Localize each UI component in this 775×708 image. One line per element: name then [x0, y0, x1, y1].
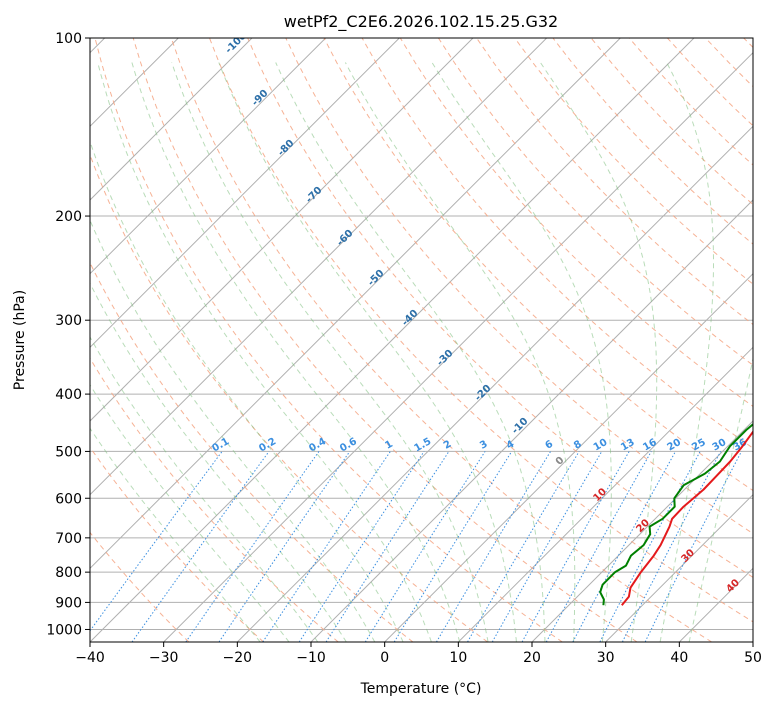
mixing-ratio-line — [545, 451, 652, 642]
dry-adiabat — [209, 38, 753, 623]
mixing-ratio-line — [572, 451, 676, 642]
moist-adiabat — [171, 62, 489, 642]
mixing-ratio-line — [393, 451, 513, 642]
moist-adiabat — [659, 62, 714, 642]
plot-frame — [89, 37, 754, 643]
moist-adiabat — [218, 62, 517, 642]
mixing-ratio-line — [521, 451, 630, 642]
sounding-series — [599, 422, 753, 606]
dry-adiabat — [90, 261, 414, 642]
dry-adiabat — [90, 531, 190, 642]
mixing-ratio-line — [131, 451, 270, 642]
x-axis-ticks: −40 −30 −20 −10 0 10 20 30 40 50 — [75, 642, 762, 666]
dry-adiabat — [285, 38, 753, 535]
y-tick-label: 700 — [55, 531, 82, 547]
isotherm-line — [605, 493, 753, 642]
isotherm-line — [90, 38, 327, 275]
mixing-ratio-label: 1 — [383, 439, 395, 452]
isotherm-line — [236, 125, 753, 642]
x-tick-label: −40 — [75, 650, 105, 666]
y-axis-label: Pressure (hPa) — [12, 290, 28, 390]
moist-adiabat — [90, 282, 347, 642]
dry-adiabat — [399, 38, 753, 408]
y-tick-label: 400 — [55, 387, 82, 403]
dry-adiabat — [90, 446, 264, 642]
mixing-ratio-line — [185, 451, 320, 642]
isotherm-line — [457, 346, 753, 642]
moist-adiabat — [539, 62, 658, 642]
isotherm-line — [90, 38, 474, 422]
isotherm-line — [90, 38, 400, 349]
mixing-ratio-line — [325, 451, 450, 642]
y-tick-label: 900 — [55, 595, 82, 611]
isotherm-line — [90, 38, 253, 201]
dry-adiabat — [247, 38, 753, 578]
moist-adiabat — [90, 218, 376, 642]
moist-adiabat — [131, 62, 461, 642]
dry-adiabat — [90, 153, 488, 642]
x-axis-label: Temperature (°C) — [360, 681, 482, 697]
mixing-ratio-label: 3 — [478, 439, 490, 452]
dry-adiabat — [170, 38, 712, 642]
y-tick-label: 200 — [55, 209, 82, 225]
moist-adiabat — [90, 427, 261, 642]
mixing-ratio-line — [364, 451, 486, 642]
isotherm-line — [163, 51, 753, 642]
x-tick-label: 0 — [380, 650, 389, 666]
isobar-gridlines — [90, 38, 753, 630]
moist-adiabat — [97, 62, 432, 642]
mixing-ratio-label: 2 — [442, 439, 454, 452]
isotherm-line — [384, 272, 753, 642]
dry-adiabat-lines — [90, 38, 753, 642]
chart-title: wetPf2_C2E6.2026.102.15.25.G32 — [284, 12, 558, 32]
dry-adiabat — [514, 38, 753, 285]
temperature-profile-line — [621, 430, 753, 606]
isotherm-line — [531, 420, 753, 642]
y-axis-ticks: 100 200 300 400 500 600 700 800 900 1000 — [46, 31, 90, 638]
moist-adiabat-lines — [90, 62, 753, 642]
x-tick-label: 40 — [670, 650, 688, 666]
dry-adiabat — [94, 38, 563, 642]
y-tick-label: 500 — [55, 444, 82, 460]
mixing-ratio-label: 4 — [505, 439, 517, 452]
y-tick-label: 600 — [55, 491, 82, 507]
moist-adiabat — [688, 356, 753, 642]
mixing-ratio-line — [644, 451, 742, 642]
x-tick-label: 30 — [597, 650, 615, 666]
y-tick-label: 1000 — [46, 622, 82, 638]
y-tick-label: 300 — [55, 313, 82, 329]
x-tick-label: 10 — [449, 650, 467, 666]
mixing-ratio-line — [262, 451, 391, 642]
mixing-ratio-line — [298, 451, 425, 642]
mixing-ratio-label: 6 — [544, 439, 556, 452]
skewed-isotherm-gridlines — [90, 38, 753, 642]
mixing-ratio-line — [218, 451, 351, 642]
mixing-ratio-line — [90, 451, 223, 632]
mixing-ratio-label: 8 — [572, 439, 584, 452]
mixing-ratio-line — [599, 451, 701, 642]
y-tick-label: 800 — [55, 565, 82, 581]
isotherm-line — [90, 38, 695, 642]
mixing-ratio-line — [435, 451, 552, 642]
isotherm-line — [90, 38, 548, 496]
y-tick-label: 100 — [55, 31, 82, 47]
x-tick-label: −30 — [149, 650, 179, 666]
dewpoint-profile-line — [599, 422, 753, 606]
x-tick-label: 20 — [523, 650, 541, 666]
x-tick-label: −20 — [223, 650, 253, 666]
x-tick-label: 50 — [744, 650, 762, 666]
moist-adiabat — [90, 139, 404, 642]
moist-adiabat — [275, 62, 546, 642]
isotherm-line — [90, 38, 621, 570]
x-tick-label: −10 — [296, 650, 326, 666]
